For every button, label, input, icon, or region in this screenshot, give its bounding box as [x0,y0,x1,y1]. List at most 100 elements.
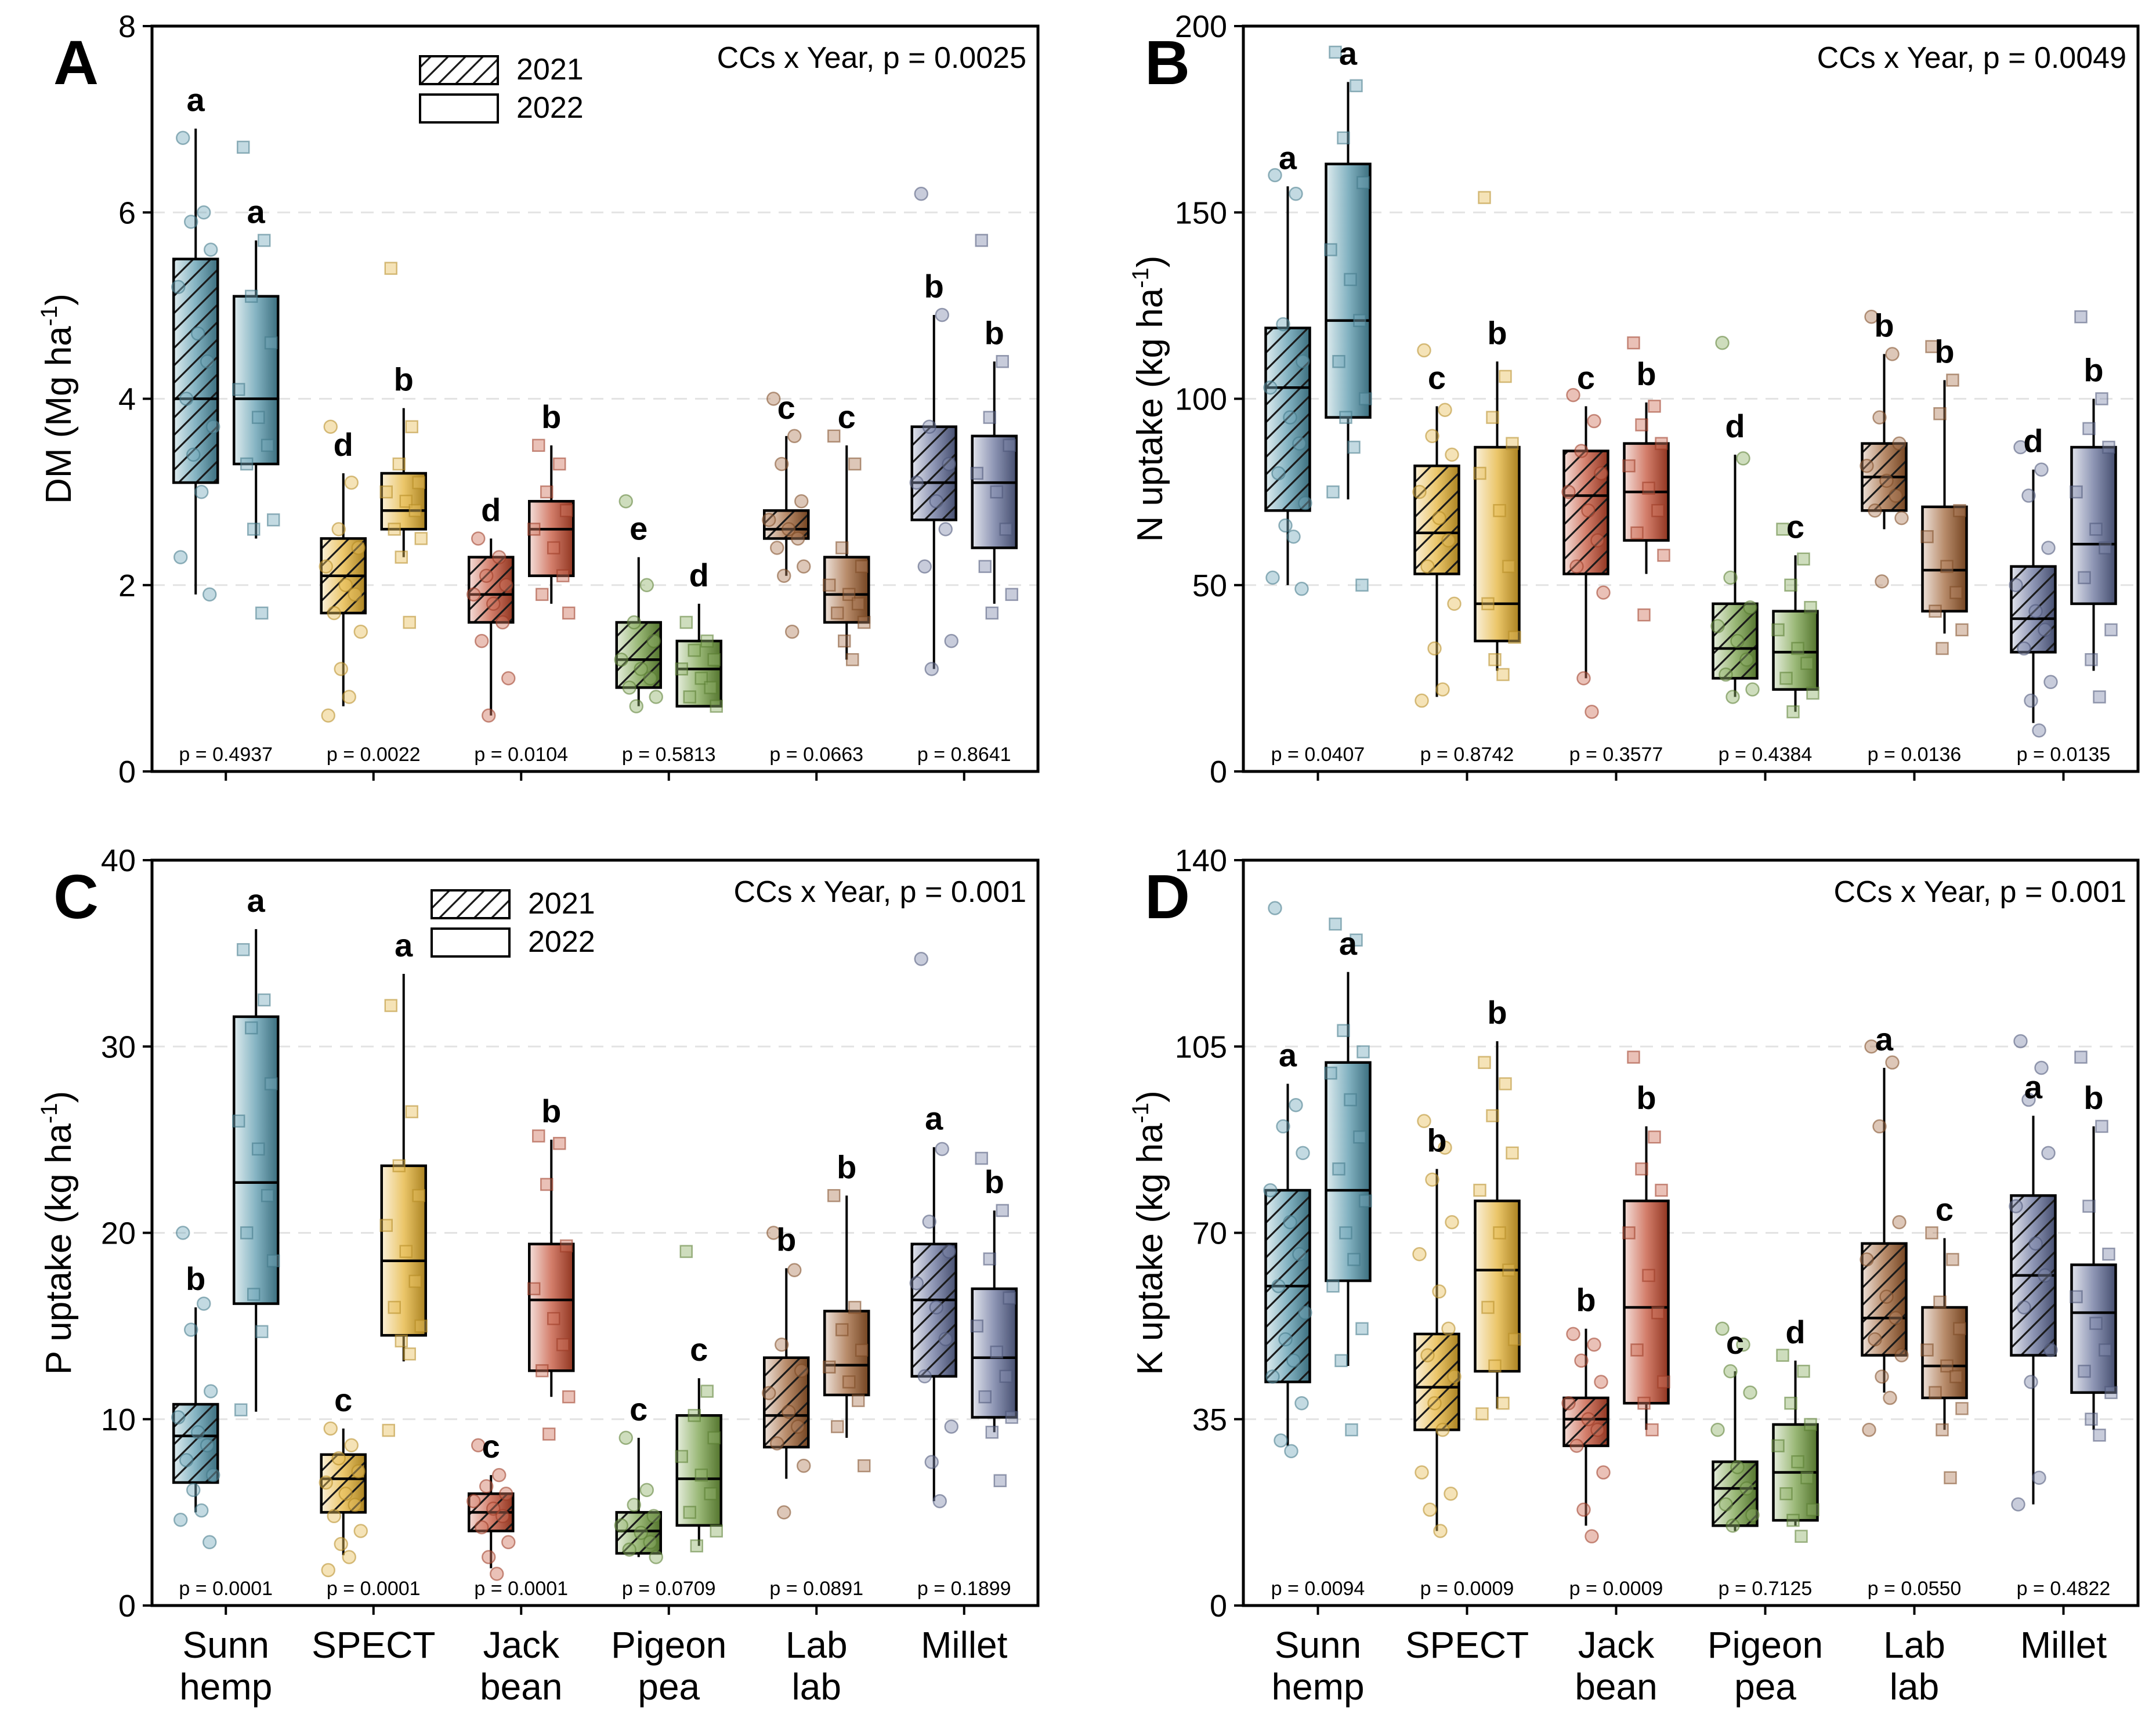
data-point [2104,623,2118,637]
box-sunn-hemp-2021: b [171,1226,220,1550]
data-point [649,690,663,704]
box-millet-2022: b [2070,310,2118,704]
p-value-label: p = 0.0009 [1569,1578,1663,1600]
data-point [1730,633,1745,648]
significance-letter: a [1339,925,1358,962]
p-value-label: p = 0.0891 [769,1578,863,1600]
box-millet-2022: b [970,234,1018,620]
data-point [1286,529,1301,544]
box-outline [1325,162,1372,419]
data-point [471,1438,486,1452]
y-tick-label: 200 [1175,9,1227,44]
data-point [1347,1253,1361,1266]
data-point [1596,585,1611,600]
significance-letter: a [187,82,205,118]
y-tick-label: 0 [1210,755,1227,789]
p-value-label: p = 0.0104 [474,744,568,766]
y-axis-label-text: K uptake (kg ha [1130,1123,1170,1375]
data-point [775,456,789,472]
p-value-label: p = 0.0407 [1271,744,1365,766]
data-point [1359,392,1372,405]
data-point [1438,403,1452,418]
box-lab-lab-2021: a [1860,1021,1909,1437]
box-lab-lab-2021: b [1860,307,1909,589]
data-point [1637,1396,1651,1410]
x-category-label: pea [1734,1666,1796,1708]
data-point [1296,354,1310,369]
data-point [1879,473,1894,488]
p-value-label: p = 0.0136 [1868,744,1962,766]
x-category-label: SPECT [312,1624,435,1666]
data-point [1344,273,1357,287]
data-point [688,1409,701,1422]
data-point [791,531,805,546]
significance-letter: b [985,1164,1004,1200]
significance-letter: b [541,1093,561,1129]
data-point [2041,541,2056,555]
data-point [261,439,274,452]
data-point [1648,1130,1661,1144]
box-sunn-hemp-2021: a [171,82,220,602]
data-point [1433,1524,1448,1538]
data-point [1797,552,1810,566]
data-point [1864,309,1879,324]
data-point [553,457,566,471]
box-pigeon-pea-2021: c [1710,1321,1760,1533]
data-point [1271,466,1286,481]
box-spect-2021: c [1412,343,1462,708]
data-point [1425,1172,1439,1187]
data-point [2038,622,2052,637]
significance-letter: c [838,398,856,435]
p-value-label: p = 0.4384 [1719,744,1813,766]
data-point [2034,462,2049,477]
data-point [1590,533,1605,548]
data-point [2074,1050,2088,1064]
data-point [1797,1364,1810,1378]
data-point [351,1464,366,1478]
x-category-label: bean [480,1666,562,1708]
data-point [560,504,573,517]
data-point [1423,1502,1437,1517]
data-point [785,624,800,639]
data-point [2028,1236,2043,1251]
data-point [342,1550,356,1564]
data-point [1493,504,1506,517]
data-point [2021,488,2036,503]
data-point [1444,1487,1458,1501]
data-point [475,633,489,648]
data-point [1715,335,1730,350]
data-point [970,466,983,480]
data-point [1355,1322,1369,1335]
data-point [1441,533,1456,548]
data-point [204,1384,218,1398]
data-point [1427,1396,1442,1411]
data-point [532,1129,545,1143]
data-point [206,419,220,434]
box-outline [2070,1263,2117,1394]
data-point [1499,369,1512,383]
data-point [935,307,949,322]
data-point [1630,526,1644,540]
box-spect-2022: b [1473,994,1521,1420]
data-point [202,587,217,602]
data-point [2093,1429,2106,1442]
data-point [384,262,397,275]
box-outline [172,1403,219,1484]
x-category-label: SPECT [1405,1624,1529,1666]
significance-letter: b [1636,356,1656,392]
box-fill [234,1016,278,1304]
data-point [1940,560,1954,573]
box-pigeon-pea-2021: d [1710,335,1760,704]
data-point [334,662,348,676]
data-point [237,943,250,956]
data-point [766,392,781,406]
data-point [1745,1507,1760,1523]
data-point [1715,1321,1730,1336]
data-point [197,1296,211,1311]
data-point [2043,1343,2058,1357]
box-outline [233,1015,280,1305]
panel-letter: A [53,27,99,97]
x-category-label: lab [792,1666,841,1708]
box-outline [1623,1199,1670,1405]
data-point [1435,682,1450,697]
